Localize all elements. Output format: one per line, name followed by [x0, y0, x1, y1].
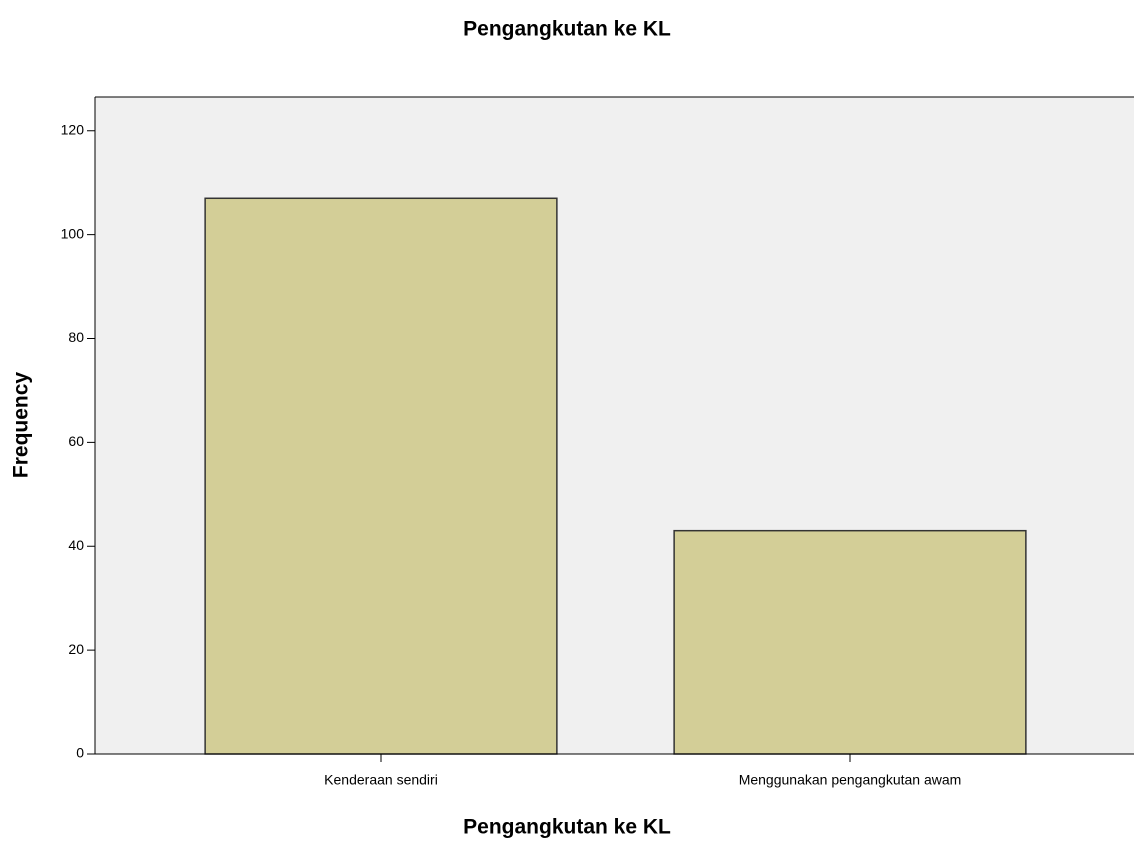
y-tick-label: 120 [61, 121, 85, 137]
y-tick-label: 100 [61, 225, 85, 241]
y-tick-label: 20 [68, 641, 84, 657]
y-axis-label: Frequency [10, 372, 33, 479]
y-tick-label: 40 [68, 537, 84, 553]
x-tick-label: Menggunakan pengangkutan awam [739, 772, 962, 788]
y-tick-label: 60 [68, 433, 84, 449]
x-axis-label: Pengangkutan ke KL [463, 816, 671, 839]
y-tick-label: 0 [76, 745, 84, 761]
y-tick-label: 80 [68, 329, 84, 345]
chart-title: Pengangkutan ke KL [463, 18, 671, 41]
x-tick-label: Kenderaan sendiri [324, 772, 438, 788]
bar [673, 529, 1027, 755]
bar [204, 197, 558, 755]
